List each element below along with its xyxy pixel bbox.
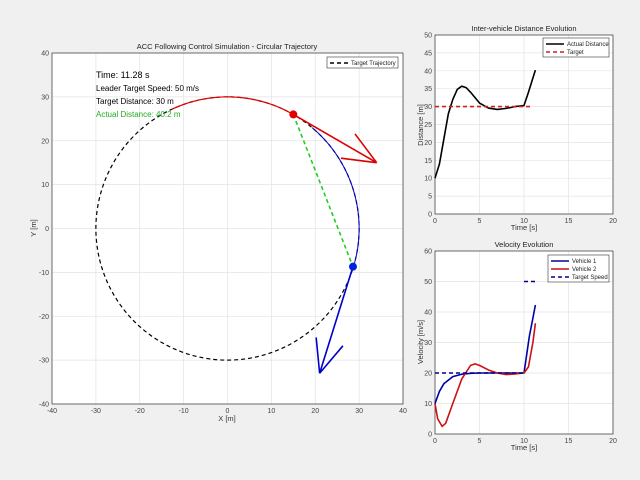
y-tick-label: 0 (428, 432, 432, 439)
speed-annotation: Leader Target Speed: 50 m/s (96, 84, 199, 93)
velocity-xlabel: Time [s] (511, 443, 537, 452)
y-tick-label: 10 (424, 401, 432, 408)
y-tick-label: 30 (424, 104, 432, 111)
time-annotation: Time: 11.28 s (96, 70, 150, 80)
x-tick-label: 40 (399, 408, 407, 415)
y-tick-label: 20 (424, 371, 432, 378)
x-tick-label: 10 (520, 218, 528, 225)
main-xlabel: X [m] (218, 414, 236, 423)
distance-title: Inter-vehicle Distance Evolution (471, 24, 576, 33)
legend-box (326, 56, 399, 69)
main-ylabel: Y [m] (29, 219, 38, 236)
axes-box (434, 34, 614, 215)
x-tick-label: -40 (47, 408, 57, 415)
y-tick-label: 10 (424, 176, 432, 183)
leader-velocity-arrow (292, 113, 378, 164)
y-tick-label: 30 (41, 94, 49, 101)
y-tick-label: 20 (424, 140, 432, 147)
x-tick-label: -30 (91, 408, 101, 415)
series-actual-distance (434, 69, 537, 179)
y-tick-label: 50 (424, 279, 432, 286)
follower-velocity-arrow (318, 266, 354, 374)
distance-ylabel: Distance [m] (416, 104, 425, 146)
y-tick-label: 0 (45, 226, 49, 233)
leader-velocity-arrow-head (340, 157, 377, 164)
x-tick-label: -20 (135, 408, 145, 415)
y-tick-label: 5 (428, 194, 432, 201)
axes-box (434, 250, 614, 435)
y-tick-label: -30 (39, 358, 49, 365)
y-tick-label: 10 (41, 182, 49, 189)
x-tick-label: 30 (355, 408, 363, 415)
x-tick-label: 20 (609, 218, 617, 225)
x-tick-label: 20 (609, 438, 617, 445)
y-tick-label: 40 (41, 51, 49, 58)
x-tick-label: 0 (433, 218, 437, 225)
y-tick-label: 45 (424, 50, 432, 57)
x-tick-label: 15 (565, 438, 573, 445)
legend-entry: Target (567, 50, 584, 56)
actual-distance-annotation: Actual Distance: 40.2 m (96, 110, 181, 119)
leader-vehicle-marker (289, 110, 298, 119)
x-tick-label: -10 (179, 408, 189, 415)
y-tick-label: 50 (424, 33, 432, 40)
leader-trail (171, 96, 294, 116)
leader-velocity-arrow-head (354, 133, 378, 164)
x-tick-label: 15 (565, 218, 573, 225)
x-tick-label: 5 (478, 218, 482, 225)
follower-velocity-arrow-head (315, 337, 321, 374)
legend-entry: Vehicle 2 (572, 267, 597, 273)
axes-box (51, 52, 404, 405)
x-tick-label: 20 (311, 408, 319, 415)
y-tick-label: 40 (424, 68, 432, 75)
x-tick-label: 0 (433, 438, 437, 445)
y-tick-label: 60 (424, 249, 432, 256)
distance-line (292, 114, 354, 267)
x-tick-label: 10 (267, 408, 275, 415)
follower-vehicle-marker (348, 262, 357, 271)
distance-xlabel: Time [s] (511, 223, 537, 232)
y-tick-label: -10 (39, 270, 49, 277)
legend-entry: Target Speed (572, 275, 608, 281)
y-tick-label: 20 (41, 138, 49, 145)
legend-entry: Target Trajectory (351, 61, 396, 67)
follower-trail (311, 127, 360, 268)
y-tick-label: 30 (424, 340, 432, 347)
series-vehicle-2 (434, 323, 537, 428)
main-title: ACC Following Control Simulation - Circu… (137, 42, 318, 51)
y-tick-label: 0 (428, 212, 432, 219)
y-tick-label: 15 (424, 158, 432, 165)
velocity-title: Velocity Evolution (495, 240, 554, 249)
legend-entry: Vehicle 1 (572, 259, 597, 265)
follower-velocity-arrow-head (319, 345, 344, 374)
y-tick-label: 25 (424, 122, 432, 129)
y-tick-label: 35 (424, 86, 432, 93)
y-tick-label: -40 (39, 402, 49, 409)
x-tick-label: 5 (478, 438, 482, 445)
x-tick-label: 0 (226, 408, 230, 415)
velocity-ylabel: Velocity [m/s] (416, 320, 425, 364)
y-tick-label: -20 (39, 314, 49, 321)
target-distance-annotation: Target Distance: 30 m (96, 97, 174, 106)
x-tick-label: 10 (520, 438, 528, 445)
legend-box (542, 37, 610, 58)
y-tick-label: 40 (424, 310, 432, 317)
legend-entry: Actual Distance (567, 42, 609, 48)
